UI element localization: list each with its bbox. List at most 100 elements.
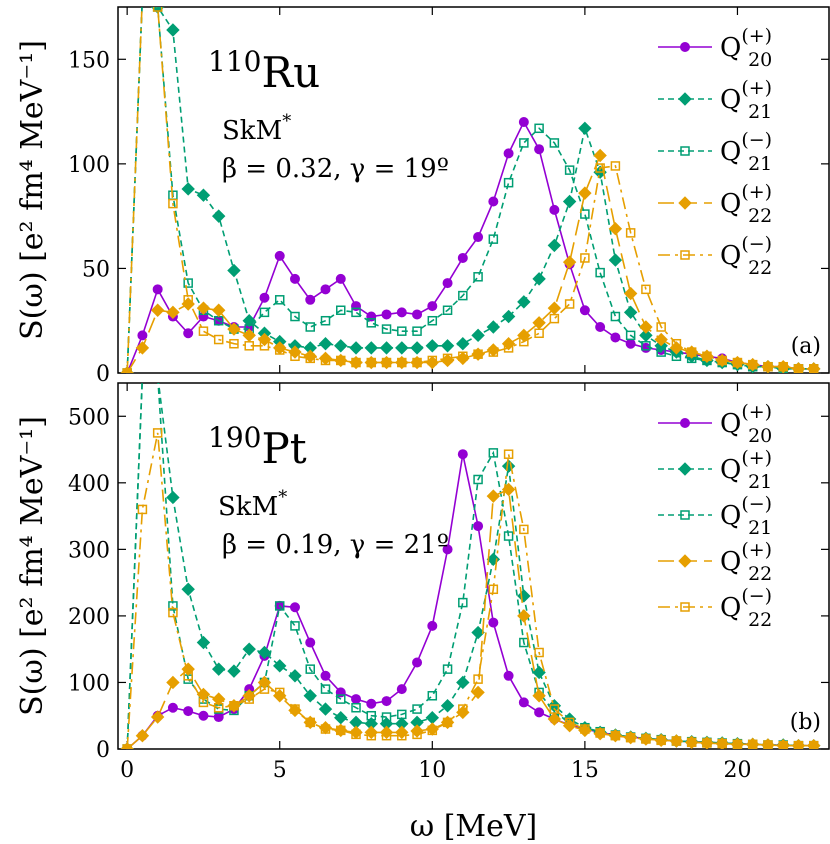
data-point <box>334 711 348 725</box>
data-point <box>473 474 483 485</box>
legend-label: Q(−) 21 <box>720 129 772 175</box>
data-point <box>412 309 423 320</box>
data-point <box>473 272 483 282</box>
legend-label: Q(+) 22 <box>720 181 772 227</box>
legend-entry: Q(+) 20 <box>658 25 772 71</box>
legend-marker <box>678 92 692 106</box>
legend-q: Q <box>720 85 741 115</box>
data-point <box>656 322 666 332</box>
nucleus-mass: 110 <box>208 45 261 78</box>
data-point <box>608 221 623 236</box>
data-point <box>366 710 377 721</box>
legend-sub: 22 <box>748 205 772 227</box>
data-point <box>686 347 697 357</box>
data-point <box>702 351 712 362</box>
data-point <box>320 724 331 734</box>
data-point <box>336 355 346 366</box>
data-point <box>549 704 560 714</box>
legend-sub: 20 <box>748 425 772 447</box>
legend-entry: Q(−) 21 <box>658 129 772 175</box>
data-point <box>656 735 666 746</box>
data-point <box>351 702 361 713</box>
data-point <box>183 278 193 288</box>
data-point <box>427 620 438 631</box>
data-point <box>747 739 758 749</box>
data-point <box>610 332 621 343</box>
y-axis-label: S(ω) [e² fm⁴ MeV⁻¹] <box>15 416 50 716</box>
data-point <box>395 341 409 355</box>
legend-sup: (−) <box>741 129 772 151</box>
data-point <box>532 689 546 703</box>
legend-entry: Q(−) 22 <box>658 585 772 631</box>
data-point <box>595 267 605 278</box>
data-point <box>198 326 209 336</box>
legend-sup: (−) <box>741 233 772 255</box>
data-point <box>503 670 514 681</box>
data-point <box>366 357 377 368</box>
data-point <box>580 253 590 263</box>
data-point <box>458 597 468 608</box>
data-point <box>122 368 132 373</box>
data-point <box>547 238 562 253</box>
data-point <box>793 740 804 749</box>
series-line <box>126 7 814 373</box>
data-point <box>135 728 150 743</box>
data-point <box>610 311 621 322</box>
legend-q: Q <box>720 455 741 485</box>
data-point <box>289 602 300 613</box>
legend-sub: 22 <box>748 563 772 585</box>
data-point <box>471 625 485 640</box>
data-point <box>412 704 422 714</box>
data-point <box>318 702 333 716</box>
data-point <box>242 642 256 656</box>
nucleus-symbol: Pt <box>261 424 306 473</box>
legend-sup: (+) <box>741 181 772 203</box>
data-point <box>183 295 193 305</box>
data-point <box>458 351 468 362</box>
legend-sup: (−) <box>741 493 772 515</box>
legend-marker <box>678 554 692 568</box>
data-point <box>257 645 272 660</box>
data-point <box>137 504 148 515</box>
data-point <box>196 687 211 702</box>
data-point <box>458 290 468 301</box>
data-point <box>625 338 636 349</box>
data-point <box>412 729 422 740</box>
data-point <box>320 355 331 366</box>
data-point <box>732 739 743 749</box>
interaction-label: SkM* <box>218 487 287 522</box>
data-point <box>608 253 623 267</box>
data-point <box>152 284 163 295</box>
data-point <box>625 228 636 238</box>
data-point <box>274 345 285 355</box>
data-point <box>519 336 529 347</box>
legend-q: Q <box>720 241 741 271</box>
data-point <box>290 621 300 631</box>
data-point <box>196 301 211 315</box>
data-point <box>503 531 514 541</box>
legend-sub: 21 <box>748 101 772 123</box>
data-point <box>654 332 668 347</box>
data-point <box>549 313 560 324</box>
legend-marker <box>680 146 690 156</box>
data-point <box>562 194 577 209</box>
legend-q: Q <box>720 189 741 219</box>
data-point <box>274 250 285 261</box>
data-point <box>320 670 331 681</box>
nucleus-symbol: Ru <box>261 48 320 97</box>
legend-label: Q(−) 22 <box>720 233 772 279</box>
legend-entry: Q(−) 21 <box>658 493 772 539</box>
data-area <box>120 7 821 373</box>
data-point <box>381 730 392 741</box>
y-tick-label: 500 <box>68 405 110 430</box>
data-point <box>397 326 407 336</box>
data-point <box>457 252 468 263</box>
data-point <box>334 339 348 353</box>
y-tick-label: 100 <box>68 153 110 178</box>
data-point <box>427 725 438 736</box>
data-point <box>427 315 438 326</box>
data-point <box>702 738 712 748</box>
data-point <box>274 295 285 305</box>
data-point <box>425 711 440 725</box>
chart-panel-b: 0 100 200 300 400 500 0 5 10 15 20 S(ω) [e² fm⁴ MeV… <box>15 382 830 844</box>
